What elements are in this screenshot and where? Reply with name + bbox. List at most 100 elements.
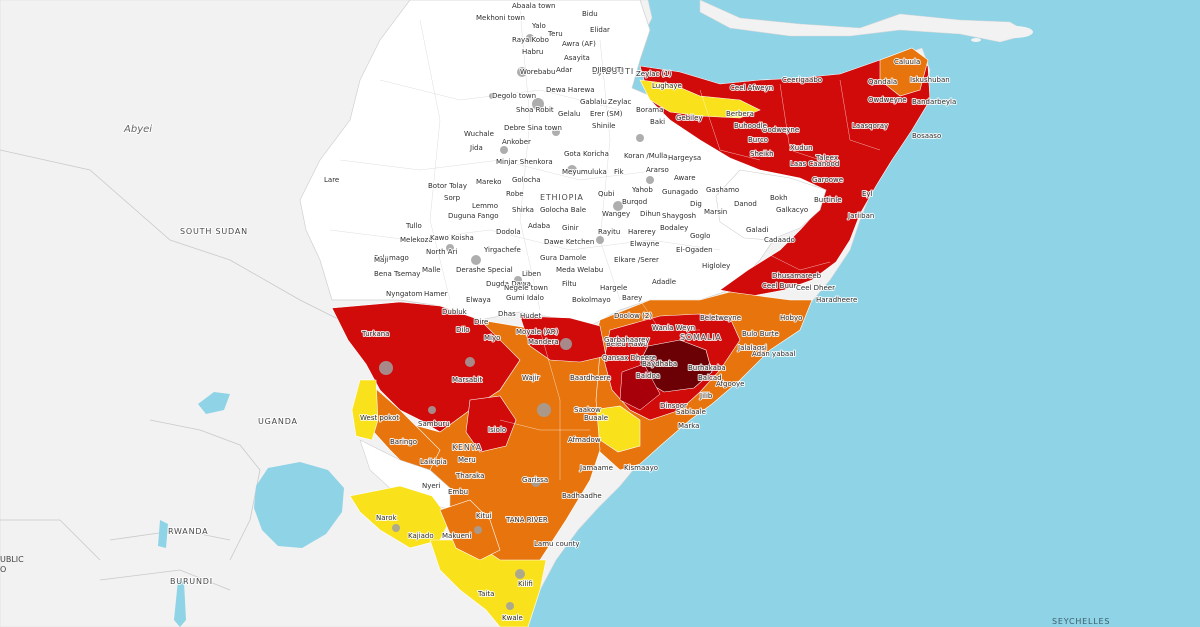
- region-label: TANA RIVER: [505, 516, 548, 524]
- region-label: Taita: [477, 590, 494, 598]
- region-makueni-orange: [439, 499, 501, 561]
- region-label: Teru: [547, 30, 563, 38]
- region-label: Elwayne: [630, 240, 659, 248]
- region-label: Turkana: [361, 330, 389, 338]
- region-label: Marsabit: [452, 376, 483, 384]
- lake: [198, 392, 230, 414]
- admin-boundaries: [499, 79, 881, 480]
- country-label-south-sudan: SOUTH SUDAN: [180, 227, 248, 236]
- region-label: Baardheere: [570, 374, 611, 382]
- region-label: Berbera: [726, 110, 754, 118]
- region-label: Adadle: [652, 278, 676, 286]
- region-label: Bokh: [770, 194, 788, 202]
- edge-label: O: [0, 565, 6, 574]
- region-label: Laas Caanood: [790, 160, 839, 168]
- region-label: Kajiado: [408, 532, 434, 540]
- region-label: Ceel Dheer: [796, 284, 835, 292]
- region-label: Dilo: [456, 326, 470, 334]
- region-label: Embu: [448, 488, 468, 496]
- region-label: Sheikh: [750, 150, 774, 158]
- region-label: Elidar: [590, 26, 610, 34]
- region-label: Wanla Weyn: [652, 324, 695, 332]
- country-label-somalia: SOMALIA: [680, 333, 722, 342]
- region-label: Shoa Robit: [516, 106, 554, 114]
- region-label: Gelalu: [558, 110, 580, 118]
- region-label: Owdweyne: [868, 96, 907, 104]
- region-label: Haradheere: [816, 296, 857, 304]
- region-label: Jamaame: [579, 464, 613, 472]
- region-label: Kismaayo: [624, 464, 658, 472]
- country-label-seychelles: SEYCHELLES: [1052, 617, 1110, 626]
- region-label: Burtinle: [814, 196, 842, 204]
- region-label: Qansax Dheere: [602, 354, 656, 362]
- region-label: Filtu: [562, 280, 577, 288]
- region-label: Baringo: [390, 438, 417, 446]
- region-label: Adan yabaal: [752, 350, 796, 358]
- region-label: Wangey: [602, 210, 630, 218]
- region-label: Harerey: [628, 228, 656, 236]
- region-label: Moyale (AR): [516, 328, 559, 336]
- region-label: Jalalaqsi: [737, 344, 767, 352]
- region-label: Rayitu: [598, 228, 620, 236]
- region-label: Saakow: [574, 406, 601, 414]
- region-label: Tharaka: [455, 472, 484, 480]
- region-label: Dodola: [496, 228, 521, 236]
- region-label: Galadi: [746, 226, 768, 234]
- country-label-djibouti: DJIBOUTI: [592, 67, 634, 76]
- region-label: Isiolo: [488, 426, 506, 434]
- region-label: Salamago: [374, 254, 409, 262]
- region-label: Worebabu: [520, 68, 555, 76]
- region-label: Hargeysa: [668, 154, 701, 162]
- region-label: Sorp: [444, 194, 461, 202]
- region-label: Mareko: [476, 178, 501, 186]
- region-nodata-band: [715, 169, 827, 241]
- region-label: Gunagado: [662, 188, 698, 196]
- region-coast-yellow: [429, 539, 547, 627]
- region-label: Garissa: [522, 476, 548, 484]
- region-label: Burco: [748, 136, 768, 144]
- region-label: Melekoza: [400, 236, 433, 244]
- region-label: Baidoa: [636, 372, 660, 380]
- region-label: Robe: [506, 190, 524, 198]
- region-label: Dugda Dawa: [486, 280, 531, 288]
- region-label: Baydhaba: [642, 360, 677, 368]
- region-label: Malle: [422, 266, 441, 274]
- region-label: Hobyo: [780, 314, 802, 322]
- region-label: Fik: [614, 168, 624, 176]
- region-label: Makueni: [442, 532, 471, 540]
- woreda-boundaries: [329, 9, 721, 311]
- region-label: Hamer: [424, 290, 448, 298]
- region-label: Bokolmayo: [572, 296, 611, 304]
- region-label: Maji: [374, 256, 388, 264]
- region-label: Dinsoor: [660, 402, 687, 410]
- region-label: Marsin: [704, 208, 727, 216]
- region-deep-red: [619, 363, 661, 411]
- region-label: Iskushuban: [910, 76, 950, 84]
- region-label: Derashe Special: [456, 266, 513, 274]
- region-label: West pokot: [360, 414, 399, 422]
- edge-label: UBLIC: [0, 555, 24, 564]
- region-label: Shinile: [592, 122, 615, 130]
- region-label: Gablalu: [580, 98, 607, 106]
- region-label: North Ari: [426, 248, 457, 256]
- region-label: Xudun: [790, 144, 813, 152]
- region-label: Hudet: [520, 312, 541, 320]
- markers: [379, 34, 654, 610]
- region-label: Degolo town: [492, 92, 536, 100]
- region-label: Lemmo: [472, 202, 498, 210]
- region-label: Galkacyo: [776, 206, 808, 214]
- region-label: Erer (SM): [590, 110, 623, 118]
- region-label: Meda Welabu: [556, 266, 603, 274]
- region-label: Gota Koricha: [564, 150, 609, 158]
- country-label-ethiopia: ETHIOPIA: [540, 193, 584, 202]
- region-label: Buaale: [584, 414, 608, 422]
- region-label: Cadaado: [764, 236, 795, 244]
- region-label: Meyumuluka: [562, 168, 607, 176]
- region-label: Goglo: [690, 232, 710, 240]
- region-label: Dugunа Fango: [448, 212, 499, 220]
- region-label: Nyngatom: [386, 290, 423, 298]
- region-label: Abaala town: [512, 2, 555, 10]
- region-label: Koran /Mulla: [624, 152, 667, 160]
- region-label: Tullo: [405, 222, 422, 230]
